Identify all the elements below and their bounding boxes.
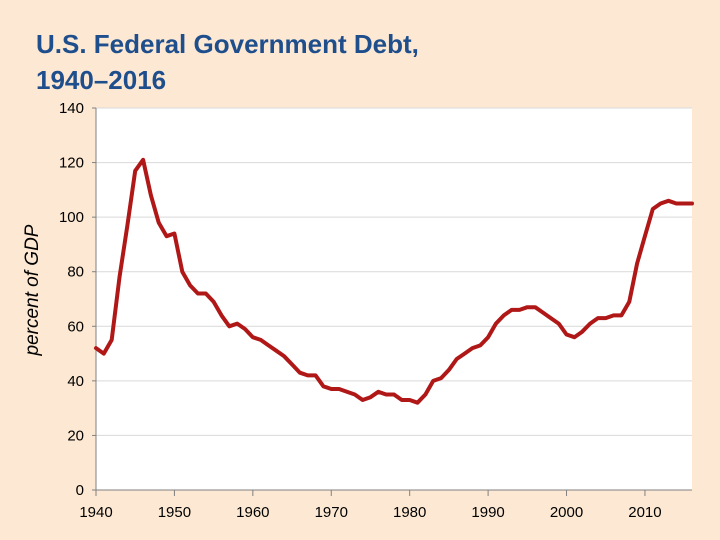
chart-title: U.S. Federal Government Debt, 1940–2016 — [36, 26, 419, 98]
y-tick-label: 80 — [67, 264, 84, 281]
series-layer — [94, 157, 694, 405]
y-tick-label: 60 — [67, 318, 84, 335]
y-tick-label: 120 — [59, 155, 84, 172]
x-tick-label: 1980 — [393, 504, 426, 521]
chart-title-line-1: U.S. Federal Government Debt, — [36, 29, 419, 59]
axis-layer — [92, 107, 692, 496]
tick-label-layer: 0 20 40 60 80 100 120 140 1940 1950 1960 1970 1980 19… — [59, 100, 662, 521]
y-tick-label: 0 — [76, 482, 84, 499]
grid-layer — [96, 107, 692, 436]
y-tick-label: 40 — [67, 373, 84, 390]
y-tick-label: 20 — [67, 427, 84, 444]
x-tick-label: 1960 — [236, 504, 269, 521]
x-tick-label: 2000 — [550, 504, 583, 521]
y-tick-label: 100 — [59, 209, 84, 226]
x-tick-label: 1990 — [471, 504, 504, 521]
debt-series-line — [94, 157, 694, 405]
x-tick-label: 1950 — [158, 504, 191, 521]
chart-title-line-2: 1940–2016 — [36, 65, 167, 95]
x-tick-label: 2010 — [628, 504, 661, 521]
plot-area — [96, 108, 692, 490]
x-tick-label: 1940 — [79, 504, 112, 521]
y-tick-label: 140 — [59, 100, 84, 117]
x-tick-label: 1970 — [315, 504, 348, 521]
